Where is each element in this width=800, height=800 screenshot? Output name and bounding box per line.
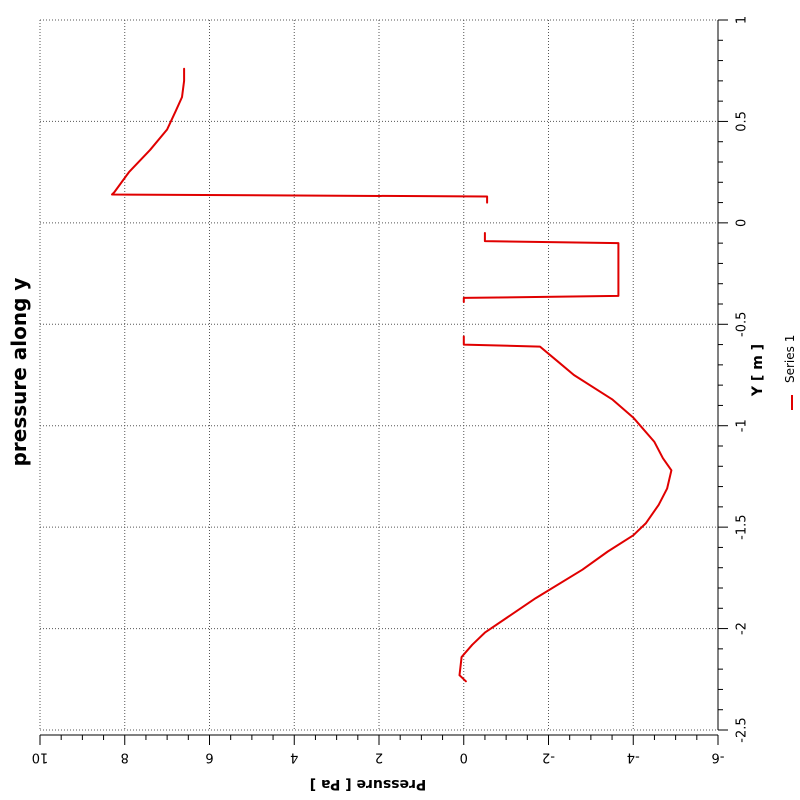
- x-tick-label: 0: [735, 219, 750, 227]
- x-tick-label: -1: [735, 419, 750, 432]
- x-axis-label: Y [ m ]: [750, 344, 766, 397]
- x-tick-label: -0.5: [735, 312, 750, 337]
- series-line-segment: [462, 232, 620, 303]
- grid: [39, 19, 719, 731]
- y-tick-label: -4: [627, 750, 640, 765]
- y-tick-label: 10: [32, 750, 49, 765]
- series-line-segment: [458, 335, 673, 683]
- x-tick-label: 1: [735, 16, 750, 24]
- y-tick-label: 0: [460, 750, 468, 765]
- legend: Series 1: [783, 335, 797, 410]
- y-tick-label: -6: [712, 750, 725, 765]
- x-ticks: -2.5 -2 -1.5 -1 -0.5 0 0.5 1: [718, 16, 750, 743]
- legend-label: Series 1: [783, 335, 797, 383]
- series: [111, 67, 673, 683]
- y-tick-label: 6: [205, 750, 213, 765]
- chart-title: pressure along y: [7, 278, 31, 467]
- y-tick-label: 8: [121, 750, 129, 765]
- x-tick-label: -2.5: [735, 717, 750, 742]
- series-line-segment: [111, 67, 489, 204]
- y-axis-label: Pressure [ Pa ]: [310, 776, 426, 792]
- x-tick-label: 0.5: [735, 111, 750, 132]
- x-tick-label: -1.5: [735, 514, 750, 539]
- y-tick-label: 4: [290, 750, 298, 765]
- x-tick-label: -2: [735, 622, 750, 635]
- y-tick-label: -2: [542, 750, 555, 765]
- y-tick-label: 2: [375, 750, 383, 765]
- y-ticks: 10 8 6 4 2 0 -2 -4 -6: [32, 735, 725, 765]
